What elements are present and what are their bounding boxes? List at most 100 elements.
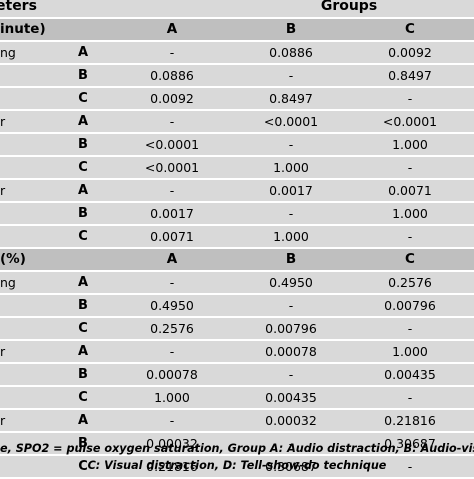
p-value-cell-a: - <box>169 413 175 428</box>
p-value-cell-c: 0.30687 <box>384 436 436 451</box>
table-row: r A - 0.00032 0.21816 <box>0 410 474 431</box>
group-column-header: B <box>285 251 297 267</box>
group-label: C <box>78 321 88 336</box>
table-row: r A - 0.0017 0.0071 <box>0 180 474 201</box>
group-label: C <box>78 229 88 244</box>
table-row: C 0.2576 0.00796 - <box>0 318 474 339</box>
table-row: C <0.0001 1.000 - <box>0 157 474 178</box>
group-column-header: A <box>166 251 178 267</box>
p-value-cell-b: 0.00435 <box>265 390 317 405</box>
p-value-cell-b: 0.0886 <box>269 45 313 60</box>
p-value-cell-b: - <box>288 298 294 313</box>
p-value-cell-c: - <box>407 160 413 175</box>
row-separator <box>0 155 474 157</box>
p-value-cell-a: 1.000 <box>154 390 190 405</box>
table-row: r A - <0.0001 <0.0001 <box>0 111 474 132</box>
group-column-header: C <box>405 251 415 267</box>
p-value-cell-b: <0.0001 <box>263 114 319 129</box>
group-label: C <box>78 91 88 106</box>
p-value-cell-a: 0.0092 <box>150 91 194 106</box>
row-separator <box>0 17 474 19</box>
row-separator <box>0 40 474 42</box>
row-separator <box>0 224 474 226</box>
group-label: B <box>78 436 88 451</box>
row-separator <box>0 408 474 410</box>
p-value-cell-b: - <box>288 137 294 152</box>
p-value-cell-c: 0.8497 <box>388 68 432 83</box>
table-row: C 0.0071 1.000 - <box>0 226 474 247</box>
table-row: B 0.00078 - 0.00435 <box>0 364 474 385</box>
section-title: inute) <box>0 21 46 37</box>
row-separator <box>0 385 474 387</box>
p-value-cell-b: 0.00032 <box>265 413 317 428</box>
group-label: B <box>78 206 88 221</box>
table-row: ng A - 0.0886 0.0092 <box>0 42 474 63</box>
p-value-cell-b: 0.4950 <box>269 275 313 290</box>
p-value-cell-b: 0.30687 <box>265 459 317 474</box>
table-row: B 0.0886 - 0.8497 <box>0 65 474 86</box>
p-value-cell-c: 0.21816 <box>384 413 436 428</box>
group-label: B <box>78 298 88 313</box>
row-separator <box>0 454 474 456</box>
p-value-cell-b: 0.00796 <box>265 321 317 336</box>
row-separator <box>0 270 474 272</box>
table-row: C 1.000 0.00435 - <box>0 387 474 408</box>
group-label: C <box>78 160 88 175</box>
p-value-cell-b: 1.000 <box>273 160 309 175</box>
p-value-cell-c: 1.000 <box>392 137 428 152</box>
parameter-label: r <box>0 344 6 359</box>
p-value-cell-a: - <box>169 45 175 60</box>
row-separator <box>0 63 474 65</box>
p-value-cell-a: - <box>169 344 175 359</box>
parameter-label: r <box>0 413 6 428</box>
row-separator <box>0 109 474 111</box>
group-label: B <box>78 137 88 152</box>
group-label: A <box>77 275 89 290</box>
row-separator <box>0 339 474 341</box>
p-value-cell-b: 0.00078 <box>265 344 317 359</box>
group-label: C <box>78 459 88 474</box>
parameter-label: r <box>0 114 6 129</box>
p-value-cell-b: - <box>288 367 294 382</box>
p-value-cell-a: 0.00078 <box>146 367 198 382</box>
row-separator <box>0 293 474 295</box>
row-separator <box>0 362 474 364</box>
group-label: A <box>77 344 89 359</box>
row-separator <box>0 86 474 88</box>
p-value-cell-c: - <box>407 459 413 474</box>
table-row: B 0.00032 - 0.30687 <box>0 433 474 454</box>
parameter-label: r <box>0 183 6 198</box>
parameter-label: ng <box>0 45 16 60</box>
p-value-cell-c: - <box>407 229 413 244</box>
p-value-cell-b: 1.000 <box>273 229 309 244</box>
table-row: ng A - 0.4950 0.2576 <box>0 272 474 293</box>
group-label: B <box>78 68 88 83</box>
p-value-cell-b: - <box>288 68 294 83</box>
p-value-cell-c: 0.00435 <box>384 367 436 382</box>
p-value-cell-a: 0.4950 <box>150 298 194 313</box>
p-value-cell-c: 1.000 <box>392 344 428 359</box>
p-value-cell-a: <0.0001 <box>144 160 200 175</box>
group-label: A <box>77 413 89 428</box>
p-value-cell-c: - <box>407 390 413 405</box>
p-value-cell-c: <0.0001 <box>382 114 438 129</box>
p-value-cell-c: 0.0071 <box>388 183 432 198</box>
table-row: B 0.0017 - 1.000 <box>0 203 474 224</box>
group-column-header: A <box>166 21 178 37</box>
section-header-row: inute) A B C <box>0 19 474 40</box>
p-value-cell-a: 0.00032 <box>146 436 198 451</box>
p-value-cell-c: 0.00796 <box>384 298 436 313</box>
p-value-cell-a: - <box>169 183 175 198</box>
p-value-cell-a: 0.0017 <box>150 206 194 221</box>
p-value-cell-b: 0.8497 <box>269 91 313 106</box>
group-column-header: B <box>285 21 297 37</box>
table-footnote-line-1: e, SPO2 = pulse oxygen saturation, Group… <box>0 442 474 455</box>
p-value-cell-a: <0.0001 <box>144 137 200 152</box>
table-row: C 0.0092 0.8497 - <box>0 88 474 109</box>
groups-header: Groups <box>320 0 378 14</box>
p-value-cell-a: 0.0886 <box>150 68 194 83</box>
row-separator <box>0 178 474 180</box>
section-title: (%) <box>0 251 26 267</box>
p-value-cell-c: - <box>407 91 413 106</box>
parameters-header: eters <box>0 0 37 14</box>
